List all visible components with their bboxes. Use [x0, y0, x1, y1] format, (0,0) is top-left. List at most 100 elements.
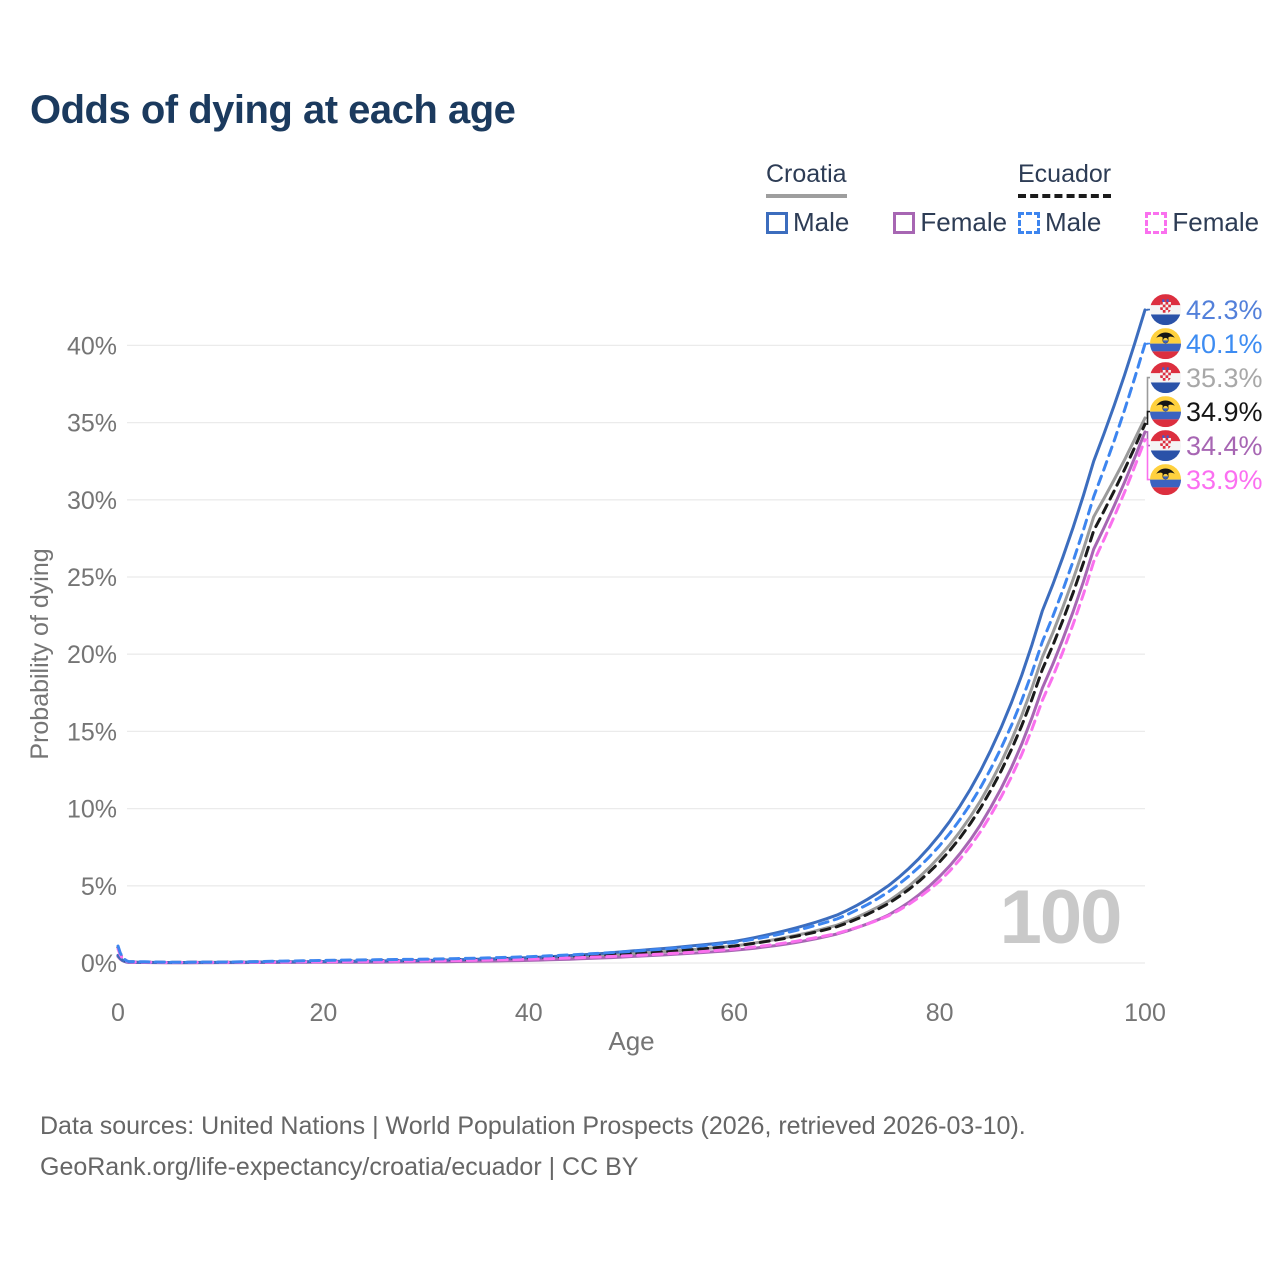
flag-crown [1168, 367, 1171, 371]
legend-label: Female [1172, 207, 1260, 237]
flag-condor [1156, 468, 1175, 477]
flag-crown [1164, 435, 1167, 439]
flag-crown [1168, 299, 1171, 303]
flag-band [1150, 382, 1182, 394]
legend-group-ecuador: Ecuador Male Female [1018, 160, 1259, 238]
x-axis-title: Age [608, 1026, 654, 1056]
flag-condor [1156, 400, 1175, 409]
flag-globe [1162, 408, 1169, 412]
legend-header-ecuador[interactable]: Ecuador [1018, 160, 1112, 198]
flag-crown [1166, 367, 1169, 371]
end-value-label-croatia-female[interactable]: 34.4% [1186, 431, 1263, 461]
flag-crown [1162, 367, 1165, 371]
flag-icon-croatia [1150, 362, 1182, 394]
data-sources-text: Data sources: United Nations | World Pop… [40, 1112, 1026, 1140]
flag-crown [1168, 435, 1171, 439]
flag-crown [1160, 367, 1163, 371]
flag-check [1165, 375, 1169, 379]
footer: Data sources: United Nations | World Pop… [40, 1106, 1026, 1188]
legend-items-croatia: Male Female [766, 207, 1007, 238]
flag-inner [1150, 294, 1182, 326]
flag-inner [1150, 464, 1182, 496]
series-line-croatia-male[interactable] [116, 308, 1147, 964]
flag-icon-ecuador [1150, 396, 1182, 428]
leader-line-croatia-female [1145, 431, 1150, 447]
flag-band [1150, 411, 1182, 420]
end-value-label-croatia-male[interactable]: 42.3% [1186, 295, 1263, 325]
ecuador-male-swatch-icon [1018, 211, 1040, 234]
flag-check [1160, 443, 1163, 447]
flag-band [1150, 419, 1182, 428]
legend-item-ecuador-female[interactable]: Female [1145, 207, 1259, 238]
y-tick-label: 40% [67, 332, 117, 360]
legend-item-croatia-male[interactable]: Male [766, 207, 849, 238]
series-line-ecuador-total[interactable] [116, 422, 1147, 964]
leader-line-croatia-total [1145, 376, 1150, 419]
legend-items-ecuador: Male Female [1018, 207, 1259, 238]
flag-check [1168, 372, 1171, 376]
y-tick-label: 15% [67, 718, 117, 746]
flag-inner [1150, 430, 1182, 462]
flag-shield [1160, 437, 1171, 450]
flag-icon-croatia [1150, 294, 1182, 326]
flag-globe [1162, 476, 1169, 480]
flag-icon-ecuador [1150, 328, 1182, 360]
flag-condor [1156, 332, 1175, 341]
flag-check [1162, 378, 1166, 381]
flag-check [1162, 310, 1166, 313]
end-value-label-ecuador-female[interactable]: 33.9% [1186, 465, 1263, 495]
flag-check [1165, 301, 1169, 305]
flag-crown [1164, 299, 1167, 303]
flag-band [1150, 351, 1182, 360]
y-axis-title: Probability of dying [26, 548, 54, 759]
x-tick-label: 0 [111, 999, 125, 1027]
flag-band [1150, 343, 1182, 352]
flag-shield [1160, 301, 1171, 314]
ecuador-female-swatch-icon [1145, 211, 1168, 234]
leader-line-ecuador-total [1145, 410, 1150, 425]
legend-item-ecuador-male[interactable]: Male [1018, 207, 1101, 238]
flag-crown [1164, 367, 1167, 371]
series-line-ecuador-male[interactable] [116, 342, 1147, 964]
end-value-label-ecuador-male[interactable]: 40.1% [1186, 329, 1263, 359]
flag-crown [1166, 435, 1169, 439]
y-tick-label: 0% [81, 950, 117, 978]
attribution-text: GeoRank.org/life-expectancy/croatia/ecua… [40, 1153, 639, 1181]
flag-band [1150, 479, 1182, 488]
y-tick-label: 35% [67, 410, 117, 438]
flag-check [1165, 443, 1169, 447]
flag-band [1150, 487, 1182, 496]
flag-check [1160, 375, 1163, 379]
flag-band [1150, 314, 1182, 326]
legend-item-croatia-female[interactable]: Female [893, 207, 1007, 238]
flag-inner [1150, 328, 1182, 360]
flag-check [1160, 307, 1163, 311]
flag-check [1165, 307, 1169, 311]
x-tick-label: 40 [515, 999, 543, 1027]
flag-check [1168, 446, 1171, 449]
series-line-croatia-female[interactable] [116, 430, 1147, 965]
flag-crown [1162, 435, 1165, 439]
x-tick-label: 100 [1124, 999, 1166, 1027]
flag-band [1150, 450, 1182, 462]
croatia-female-swatch-icon [893, 211, 916, 234]
x-tick-label: 60 [720, 999, 748, 1027]
flag-check [1168, 310, 1171, 313]
flag-check [1162, 372, 1166, 376]
flag-crown [1166, 299, 1169, 303]
series-line-ecuador-female[interactable] [116, 438, 1147, 964]
legend-label: Female [920, 207, 1008, 237]
flag-check [1160, 369, 1163, 373]
flag-check [1168, 378, 1171, 381]
flag-check [1165, 437, 1169, 441]
y-tick-label: 30% [67, 487, 117, 515]
legend-label: Male [793, 207, 850, 237]
flag-check [1165, 369, 1169, 373]
legend-header-croatia[interactable]: Croatia [766, 160, 847, 198]
end-value-label-ecuador-total[interactable]: 34.9% [1186, 397, 1263, 427]
flag-shield [1160, 369, 1171, 382]
end-value-label-croatia-total[interactable]: 35.3% [1186, 363, 1263, 393]
flag-check [1160, 437, 1163, 441]
